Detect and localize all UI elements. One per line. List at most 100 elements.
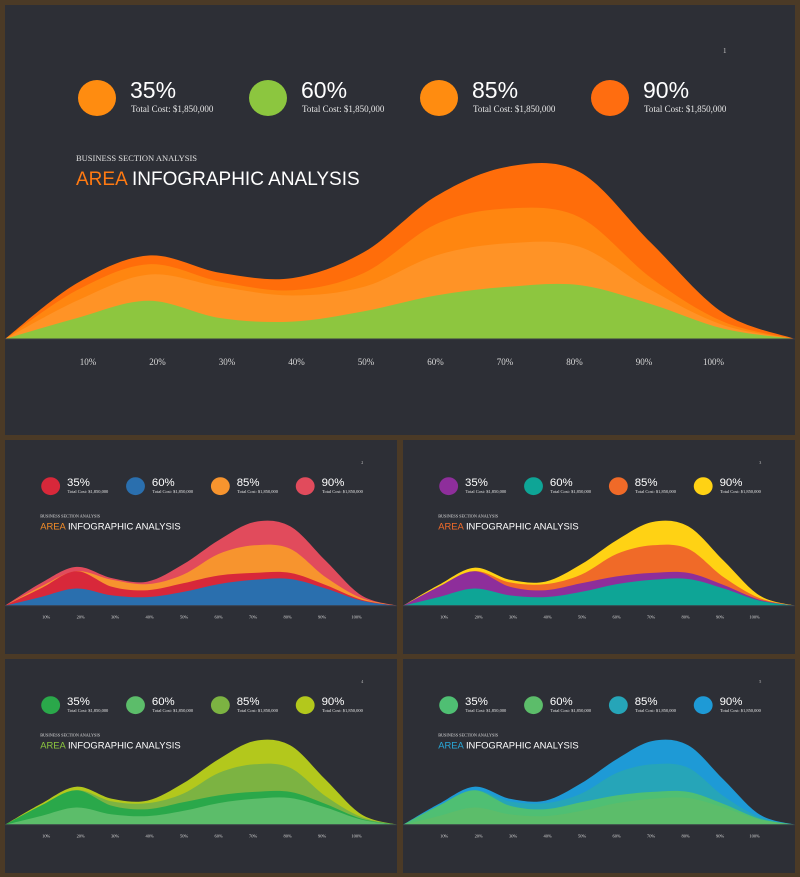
x-tick-label: 30% [219, 357, 236, 367]
kpi-caption: Total Cost: $1,850,000 [720, 708, 762, 714]
kpi-item-4: 90%Total Cost: $1,850,000 [693, 477, 762, 495]
x-tick-label: 10% [440, 615, 448, 620]
slide-purple-variant[interactable]: 3 35% Total Cost: $1,850,000 60% Total Cost:… [403, 440, 795, 654]
kpi-value: 90% [720, 477, 743, 489]
kpi-circle-icon [41, 696, 61, 715]
area-series-4 [403, 578, 795, 606]
kpi-item-3: 85%Total Cost: $1,850,000 [608, 696, 677, 715]
x-tick-label: 70% [647, 834, 655, 839]
kpi-value: 35% [67, 477, 90, 489]
section-subtitle: BUSINESS SECTION ANALYSIS [40, 732, 100, 737]
kpi-caption: Total Cost: $1,850,000 [131, 104, 214, 114]
chart-title: AREA INFOGRAPHIC ANALYSIS [76, 169, 360, 190]
x-tick-label: 40% [288, 357, 305, 367]
x-tick-label: 70% [497, 357, 514, 367]
x-tick-label: 100% [351, 615, 362, 620]
x-tick-label: 60% [613, 834, 621, 839]
kpi-circle-icon [420, 80, 458, 116]
area-chart [5, 739, 397, 826]
kpi-circle-icon [210, 477, 230, 496]
kpi-value: 85% [237, 696, 260, 708]
kpi-value: 60% [550, 477, 573, 489]
kpi-value: 60% [152, 477, 175, 489]
kpi-value: 35% [465, 477, 488, 489]
kpi-value: 90% [322, 696, 345, 708]
x-tick-label: 90% [318, 834, 326, 839]
kpi-item-2: 60%Total Cost: $1,850,000 [524, 696, 592, 714]
x-tick-label: 10% [440, 834, 448, 839]
kpi-value: 85% [635, 696, 658, 708]
page-number: 3 [759, 460, 761, 465]
kpi-item-2: 60%Total Cost: $1,850,000 [126, 696, 194, 714]
kpi-circle-icon [524, 696, 543, 715]
x-tick-label: 30% [111, 834, 119, 839]
title-rest: INFOGRAPHIC ANALYSIS [127, 169, 360, 190]
x-tick-label: 100% [749, 834, 760, 839]
x-tick-label: 40% [146, 834, 154, 839]
title-rest: INFOGRAPHIC ANALYSIS [65, 520, 180, 531]
x-tick-label: 40% [146, 615, 154, 620]
x-tick-label: 90% [716, 615, 724, 620]
x-tick-label: 60% [215, 615, 223, 620]
kpi-caption: Total Cost: $1,850,000 [237, 708, 279, 714]
kpi-caption: Total Cost: $1,850,000 [466, 489, 508, 495]
x-tick-label: 100% [351, 834, 362, 839]
x-tick-label: 50% [578, 615, 586, 620]
area-chart [403, 739, 795, 826]
kpi-value: 85% [237, 477, 260, 489]
kpi-item-4: 90%Total Cost: $1,850,000 [295, 696, 364, 714]
kpi-item-2: 60%Total Cost: $1,850,000 [524, 477, 592, 495]
x-tick-label: 20% [475, 834, 483, 839]
x-tick-label: 40% [544, 615, 552, 620]
x-tick-label: 60% [613, 615, 621, 620]
kpi-circle-icon [524, 477, 543, 496]
kpi-caption: Total Cost: $1,850,000 [644, 104, 727, 114]
kpi-item-1: 35%Total Cost: $1,850,000 [41, 477, 109, 495]
x-tick-label: 80% [566, 357, 583, 367]
kpi-value: 90% [322, 477, 345, 489]
x-tick-label: 20% [77, 615, 85, 620]
kpi-value: 90% [720, 696, 743, 708]
x-tick-label: 10% [42, 615, 50, 620]
kpi-value: 60% [550, 696, 573, 708]
kpi-circle-icon [608, 696, 628, 715]
section-subtitle: BUSINESS SECTION ANALYSIS [40, 513, 100, 518]
kpi-item-3: 85%Total Cost: $1,850,000 [420, 77, 556, 116]
x-tick-label: 10% [42, 834, 50, 839]
kpi-value: 60% [301, 77, 347, 103]
kpi-caption: Total Cost: $1,850,000 [550, 708, 592, 714]
x-tick-label: 100% [703, 357, 725, 367]
page-number: 4 [361, 679, 363, 684]
kpi-circle-icon [126, 477, 145, 496]
x-tick-label: 90% [636, 357, 653, 367]
kpi-caption: Total Cost: $1,850,000 [635, 708, 677, 714]
slide-blue-variant[interactable]: 5 35% Total Cost: $1,850,000 60% Total Cost:… [403, 659, 795, 873]
slide-red-variant[interactable]: 2 35% Total Cost: $1,850,000 60% Total Cost:… [5, 440, 397, 654]
area-series-4 [5, 283, 795, 339]
kpi-caption: Total Cost: $1,850,000 [720, 489, 762, 495]
kpi-item-3: 85%Total Cost: $1,850,000 [210, 696, 279, 714]
x-tick-label: 70% [249, 834, 257, 839]
kpi-item-1: 35%Total Cost: $1,850,000 [439, 477, 507, 495]
kpi-item-4: 90%Total Cost: $1,850,000 [693, 696, 762, 714]
kpi-caption: Total Cost: $1,850,000 [550, 489, 592, 495]
x-tick-label: 30% [111, 615, 119, 620]
title-accent: AREA [40, 520, 66, 531]
x-tick-label: 50% [578, 834, 586, 839]
kpi-caption: Total Cost: $1,850,000 [473, 104, 556, 114]
area-series-4 [403, 797, 795, 825]
x-tick-label: 60% [427, 357, 444, 367]
kpi-item-3: 85%Total Cost: $1,850,000 [608, 477, 677, 495]
x-tick-label: 20% [77, 834, 85, 839]
slide-green-variant[interactable]: 4 35% Total Cost: $1,850,000 60% Total Cost:… [5, 659, 397, 873]
x-tick-label: 60% [215, 834, 223, 839]
kpi-circle-icon [439, 477, 459, 496]
x-tick-label: 70% [249, 615, 257, 620]
title-rest: INFOGRAPHIC ANALYSIS [463, 520, 578, 531]
slide-main[interactable]: 1 35% Total Cost: $1,850,000 60% Total Cost:… [5, 5, 795, 435]
title-accent: AREA [438, 520, 464, 531]
chart-title: AREA INFOGRAPHIC ANALYSIS [438, 520, 578, 531]
